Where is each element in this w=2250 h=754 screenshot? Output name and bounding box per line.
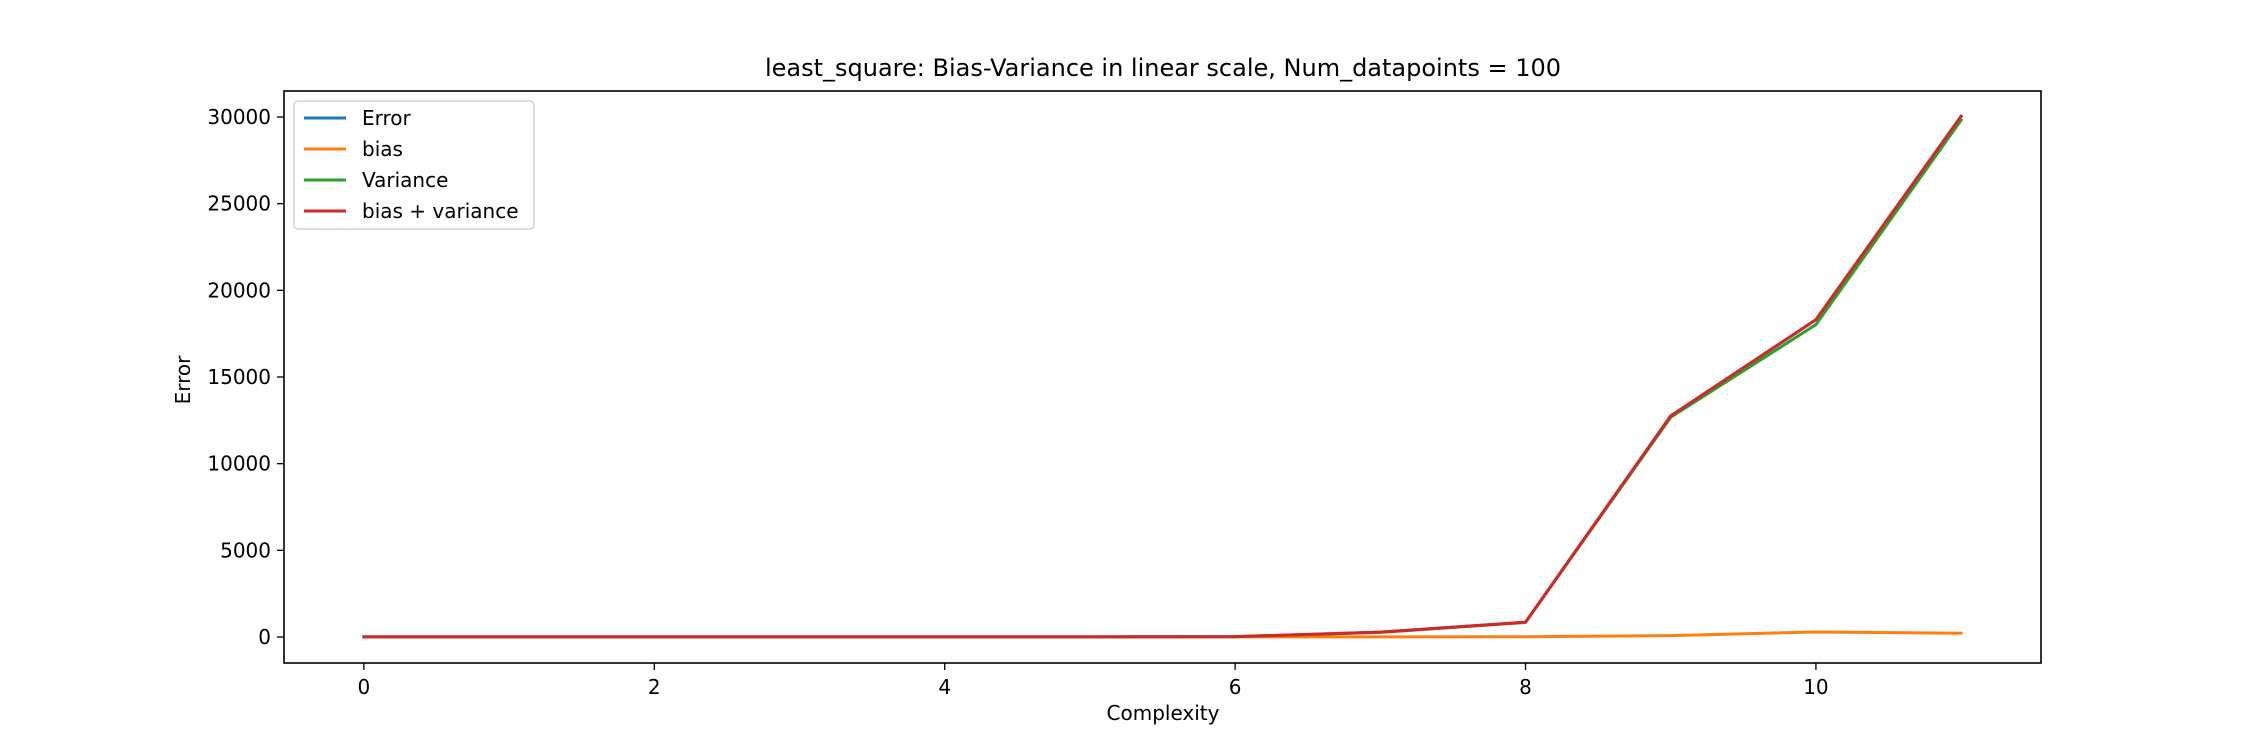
legend-label-error: Error [362, 106, 412, 130]
y-tick-label: 15000 [207, 365, 271, 389]
x-tick-label: 2 [648, 675, 661, 699]
x-tick-label: 8 [1519, 675, 1532, 699]
legend-items: Error bias Variance bias + variance [304, 106, 519, 223]
x-tick-label: 6 [1229, 675, 1242, 699]
x-axis-label: Complexity [1107, 701, 1220, 725]
legend-box [293, 100, 535, 230]
series-line-bias-variance [362, 114, 1964, 639]
y-tick-label: 10000 [207, 452, 271, 476]
chart-title: least_square: Bias-Variance in linear sc… [765, 54, 1561, 82]
y-tick-label: 0 [258, 625, 271, 649]
y-tick-label: 30000 [207, 105, 271, 129]
y-tick-label: 5000 [220, 538, 271, 562]
series-lines [362, 114, 1964, 639]
x-tick-label: 10 [1803, 675, 1828, 699]
legend: Error bias Variance bias + variance [293, 100, 535, 230]
legend-label-bias: bias [362, 137, 403, 161]
x-tick-label: 4 [938, 675, 951, 699]
x-tick-label: 0 [357, 675, 370, 699]
y-tick-label: 20000 [207, 278, 271, 302]
y-axis-label: Error [171, 355, 195, 405]
x-axis-ticks: 0 2 4 6 8 10 [357, 663, 1829, 699]
plot-frame [283, 90, 2042, 664]
legend-label-bias-variance: bias + variance [362, 199, 519, 223]
y-tick-label: 25000 [207, 192, 271, 216]
legend-label-variance: Variance [362, 168, 448, 192]
y-axis-ticks: 0 5000 10000 15000 20000 25000 30000 [207, 105, 284, 649]
